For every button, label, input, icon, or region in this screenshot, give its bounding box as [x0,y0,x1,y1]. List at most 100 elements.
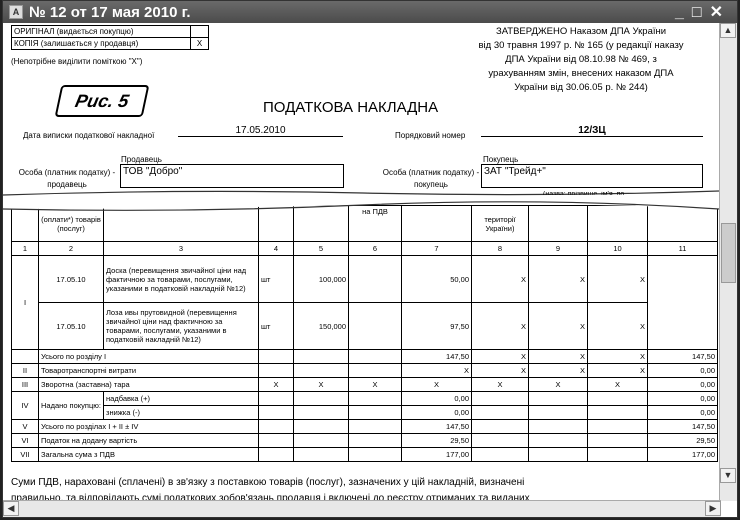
cell: X [587,377,648,392]
cell: X [401,363,472,378]
col-number: 11 [647,241,718,256]
cell: 29,50 [401,433,472,448]
cell: X [587,363,648,378]
scroll-left-button[interactable]: ◀ [3,501,19,516]
scroll-up-button[interactable]: ▲ [720,23,736,38]
cell: X [293,377,349,392]
section-cell: II [11,363,39,378]
footer-line: Суми ПДВ, нараховані (сплачені) в зв'язк… [11,477,525,488]
buyer-field[interactable]: ЗАТ "Трейд+" [481,164,703,188]
horizontal-scrollbar[interactable]: ◀ ▶ [3,500,721,517]
cell: 0,00 [401,391,472,406]
cell: X [587,255,648,303]
section-cell: VI [11,433,39,448]
section-cell [11,349,39,364]
cell: 0,00 [401,405,472,420]
col-number: 2 [38,241,104,256]
col-number: 1 [11,241,39,256]
copy-type-box: ОРИГІНАЛ (видається покупцю) КОПІЯ (зали… [11,25,209,50]
cell [293,349,349,364]
copy-label: КОПІЯ (залишається у продавця) [11,37,191,50]
close-button[interactable]: ✕ [709,4,731,21]
total-row: V Усього по розділах І + ІІ ± ІV 147,50 … [11,419,718,434]
cell [348,349,402,364]
date-cell: 17.05.10 [38,255,104,303]
buyer-sub-caption: (назва; прізвище, ім'я, по [543,191,625,198]
unit-cell: шт [258,302,294,350]
cell: 177,00 [401,447,472,462]
cell: X [401,377,472,392]
scroll-right-button[interactable]: ▶ [705,501,721,516]
invoice-document: ОРИГІНАЛ (видається покупцю) КОПІЯ (зали… [3,23,719,501]
section-cell: V [11,419,39,434]
scroll-down-button[interactable]: ▼ [720,468,736,483]
title-bar: A № 12 от 17 мая 2010 г. _□✕ [3,1,737,23]
summary-label: Податок на додану вартість [38,433,259,448]
col-number: 7 [401,241,472,256]
page-title: ПОДАТКОВА НАКЛАДНА [263,99,439,116]
summary-label: Надано покупцю: [38,391,104,420]
table-row: I 17.05.10 Доска (перевищення звичайної … [11,255,718,350]
cell: 177,00 [647,447,718,462]
number-label: Порядковий номер [395,131,466,140]
torn-edge [3,190,719,211]
date-field[interactable]: 17.05.2010 [178,125,343,137]
vertical-scrollbar[interactable]: ▲ ▼ [719,23,737,501]
col-number: 8 [471,241,529,256]
approval-line: України від 30.06.05 р. № 244) [514,82,648,93]
amount-cell: 50,00 [401,255,472,303]
approval-line: ЗАТВЕРДЖЕНО Наказом ДПА України [495,26,667,37]
total-row: VII Загальна сума з ПДВ 177,00 177,00 [11,447,718,462]
col-number: 5 [293,241,349,256]
cell: X [348,377,402,392]
amount-cell: 97,50 [401,302,472,350]
copy-note: (Непотрібне виділити поміткою "Х") [11,57,143,66]
cell: 147,50 [647,419,718,434]
maximize-button[interactable]: □ [691,4,710,21]
cell [258,363,294,378]
cell: 0,00 [647,377,718,392]
cell: X [471,349,529,364]
cell: X [587,349,648,364]
item-name-cell: Доска (перевищення звичайної ціни над фа… [103,255,259,303]
cell [348,363,402,378]
col-number: 9 [528,241,588,256]
cell: X [258,377,294,392]
cell: X [528,255,588,303]
buyer-caption: Покупець [483,155,519,164]
qty-cell: 150,000 [293,302,349,350]
summary-label: надбавка (+) [103,391,259,406]
invoice-table: (оплати*) товарів (послуг) на ПДВ терито… [11,205,718,462]
cell: 147,50 [401,419,472,434]
summary-row: IV Надано покупцю: надбавка (+) 0,00 0,0… [11,391,718,420]
cell: 29,50 [647,433,718,448]
table-header-row: (оплати*) товарів (послуг) на ПДВ терито… [11,205,718,242]
summary-row: знижка (-) 0,00 0,00 [12,405,718,420]
summary-label: Загальна сума з ПДВ [38,447,259,462]
cell: 0,00 [647,405,718,420]
cell: 0,00 [647,363,718,378]
unit-cell: шт [258,255,294,303]
copy-mark: X [190,37,209,50]
figure-stamp: Рис. 5 [54,85,150,117]
qty-cell: 100,000 [293,255,349,303]
cell: 147,50 [401,349,472,364]
original-mark [190,25,209,38]
seller-field[interactable]: ТОВ "Добро" [120,164,344,188]
buyer-label: Особа (платник податку) - покупець [382,168,480,189]
number-field[interactable]: 12/ЗЦ [481,125,703,137]
summary-row: Усього по розділу І 147,50 X X X 147,50 [11,349,718,364]
minimize-button[interactable]: _ [675,4,692,21]
approval-line: урахуванням змін, внесених наказом ДПА [488,68,674,79]
approval-line: від 30 травня 1997 р. № 165 (у редакції … [478,40,684,51]
cell: X [528,363,588,378]
total-row: VI Податок на додану вартість 29,50 29,5… [11,433,718,448]
date-cell: 17.05.10 [38,302,104,350]
footer-line: правильно, та відповідають сумі податков… [11,493,530,500]
scroll-thumb[interactable] [721,223,736,283]
col-number: 6 [348,241,402,256]
summary-label: Усього по розділах І + ІІ ± ІV [38,419,259,434]
cell: X [528,349,588,364]
footer-text: Суми ПДВ, нараховані (сплачені) в зв'язк… [11,475,711,500]
summary-label: Зворотна (заставна) тара [38,377,259,392]
